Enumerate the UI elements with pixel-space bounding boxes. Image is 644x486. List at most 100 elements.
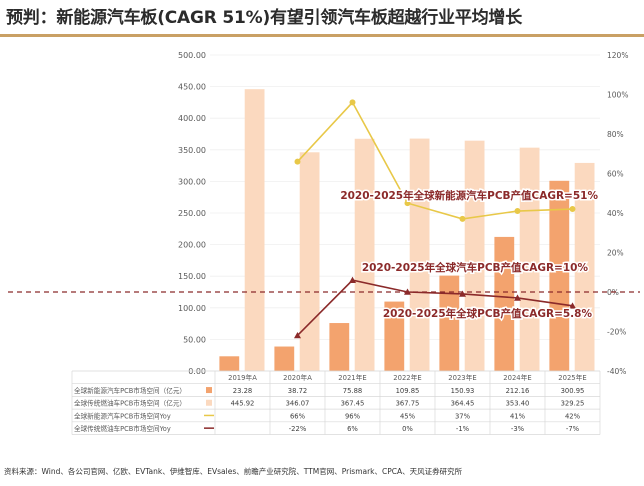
- x-category-label: 2019年A: [228, 373, 257, 382]
- line-series-2: [294, 276, 576, 339]
- bar-ice: [464, 140, 485, 371]
- line-point: [294, 331, 301, 339]
- y-tick-label: 450.00: [178, 83, 206, 92]
- table-cell: 346.07: [286, 400, 310, 408]
- bar-nev: [274, 346, 295, 371]
- table-cell: 329.25: [561, 400, 585, 408]
- line-series-1: [294, 99, 576, 222]
- line-point: [569, 206, 576, 213]
- x-category-label: 2021年E: [338, 373, 366, 382]
- y-tick-label: 200.00: [178, 241, 206, 250]
- table-cell: 0%: [402, 425, 413, 433]
- y2-tick-label: 120%: [607, 51, 628, 60]
- table-cell: 37%: [455, 412, 471, 420]
- legend-swatch: [206, 387, 212, 394]
- table-cell: 367.45: [341, 400, 365, 408]
- table-cell: 212.16: [506, 387, 530, 395]
- x-category-label: 2020年A: [283, 373, 312, 382]
- line-point: [349, 99, 356, 106]
- y-tick-label: 400.00: [178, 114, 206, 123]
- gridlines: [210, 54, 600, 372]
- bar-nev: [494, 236, 515, 371]
- cagr-annotation: 2020-2025年全球PCB产值CAGR=5.8%: [383, 307, 593, 320]
- y2-tick-label: 100%: [607, 91, 628, 100]
- table-cell: 23.28: [233, 387, 252, 395]
- y2-tick-label: 20%: [607, 249, 624, 258]
- table-cell: 42%: [565, 412, 581, 420]
- bar-ice: [519, 147, 540, 371]
- table-row-label: 全球传统燃油车PCB市场空间Yoy: [74, 424, 171, 433]
- y-tick-label: 300.00: [178, 177, 206, 186]
- table-cell: -22%: [289, 425, 307, 433]
- y-tick-label: 250.00: [178, 209, 206, 218]
- table-cell: 109.85: [396, 387, 420, 395]
- series-line: [296, 279, 573, 337]
- annotations: 2020-2025年全球新能源汽车PCB产值CAGR=51% 2020-2025年…: [339, 188, 600, 322]
- y-axis-left: 500.00 450.00 400.00 350.00 300.00 250.00 200.…: [178, 51, 206, 376]
- page-title: 预判：新能源汽车板(CAGR 51%)有望引领汽车板超越行业平均增长: [6, 8, 523, 28]
- line-point: [459, 215, 466, 222]
- x-category-label: 2022年E: [393, 373, 421, 382]
- y-tick-label: 350.00: [178, 146, 206, 155]
- table-cell: 38.72: [288, 387, 307, 395]
- table-cell: 66%: [290, 412, 306, 420]
- cagr-annotation: 2020-2025年全球汽车PCB产值CAGR=10%: [362, 261, 589, 274]
- table-cell: 75.88: [343, 387, 362, 395]
- chart: 500.00 450.00 400.00 350.00 300.00 250.00 200.…: [8, 51, 640, 435]
- table-cell: 45%: [400, 412, 416, 420]
- bar-nev: [384, 301, 405, 371]
- bar-ice: [354, 138, 375, 371]
- bar-ice: [409, 138, 430, 371]
- line-point: [349, 276, 356, 283]
- bar-ice: [244, 89, 265, 371]
- y2-tick-label: 80%: [607, 130, 624, 139]
- bar-nev: [329, 323, 350, 371]
- table-cell: -7%: [566, 425, 580, 433]
- y2-tick-label: -40%: [607, 367, 626, 376]
- table-row-label: 全球传统燃油车PCB市场空间（亿元）: [74, 399, 186, 408]
- y2-tick-label: 40%: [607, 209, 624, 218]
- table-row-label: 全球新能源汽车PCB市场空间（亿元）: [74, 386, 186, 395]
- line-point: [514, 294, 521, 301]
- table-cell: 96%: [345, 412, 361, 420]
- table-cell: 364.45: [451, 400, 475, 408]
- table-cell: 6%: [347, 425, 358, 433]
- y2-tick-label: 60%: [607, 170, 624, 179]
- table-cell: 150.93: [451, 387, 475, 395]
- line-point: [404, 200, 411, 207]
- line-point: [514, 208, 521, 215]
- bar-series-1: [219, 180, 570, 371]
- legend-swatch: [206, 399, 212, 406]
- bar-nev: [219, 356, 240, 371]
- table-row-label: 全球新能源汽车PCB市场空间Yoy: [74, 411, 171, 420]
- y-tick-label: 150.00: [178, 272, 206, 281]
- y-tick-label: 0.00: [188, 367, 206, 376]
- table-cell: 445.92: [231, 400, 255, 408]
- table-cell: 300.95: [561, 387, 585, 395]
- y-tick-label: 500.00: [178, 51, 206, 60]
- series-line: [296, 101, 573, 220]
- line-point: [404, 288, 411, 295]
- table-cell: -3%: [511, 425, 525, 433]
- line-point: [294, 158, 301, 165]
- title-underline: [0, 34, 644, 37]
- source-note: 资料来源：Wind、各公司官网、亿欧、EVTank、伊维智库、EVsales、前…: [4, 467, 463, 476]
- bar-series-2: [244, 89, 595, 371]
- x-category-label: 2023年E: [448, 373, 476, 382]
- x-category-label: 2024年E: [503, 373, 531, 382]
- y-tick-label: 50.00: [183, 335, 206, 344]
- table-cell: 353.40: [506, 400, 530, 408]
- line-point: [459, 290, 466, 297]
- y-tick-label: 100.00: [178, 304, 206, 313]
- bar-ice: [299, 152, 320, 371]
- line-point: [569, 302, 576, 309]
- y2-tick-label: -20%: [607, 328, 626, 337]
- table-cell: -1%: [456, 425, 470, 433]
- y-axis-right: 120%100%80%60%40%20%0%-20%-40%: [607, 51, 628, 376]
- bar-ice: [574, 162, 595, 371]
- table-cell: 367.75: [396, 400, 420, 408]
- x-category-label: 2025年E: [558, 373, 586, 382]
- table-cell: 41%: [510, 412, 526, 420]
- data-table: 2019年A 2020年A 2021年E 2022年E 2023年E 2024年E 2025…: [71, 370, 601, 435]
- bar-nev: [439, 275, 460, 371]
